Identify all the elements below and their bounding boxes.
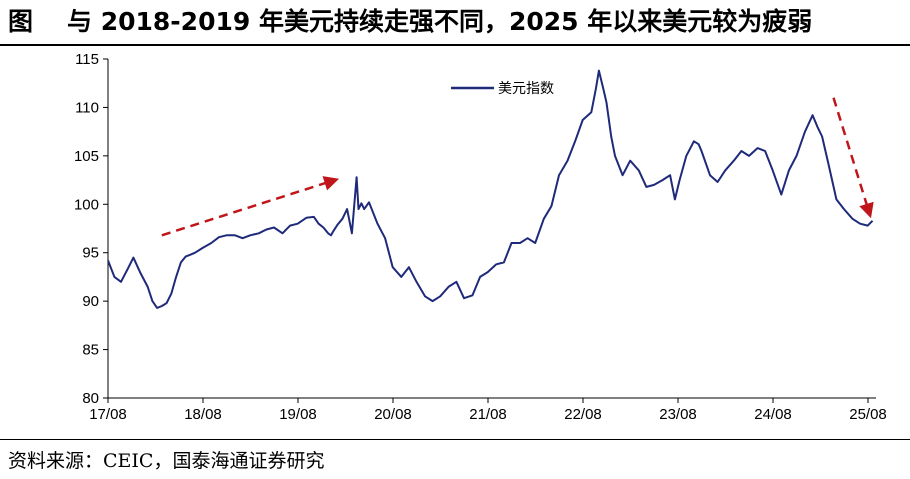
x-tick-label: 20/08 (374, 406, 412, 423)
title-divider (0, 44, 910, 46)
figure-title-block: 图 与 2018-2019 年美元持续走强不同，2025 年以来美元较为疲弱 (8, 2, 812, 42)
x-tick-label: 18/08 (184, 406, 222, 423)
x-tick-label: 24/08 (754, 406, 792, 423)
source-note: 资料来源：CEIC，国泰海通证券研究 (8, 450, 325, 472)
x-tick-label: 19/08 (279, 406, 317, 423)
trend-arrow-1 (832, 97, 874, 219)
x-tick-label: 23/08 (659, 406, 697, 423)
x-tick-label: 17/08 (89, 406, 127, 423)
y-tick-label: 105 (74, 148, 99, 165)
legend: 美元指数 (451, 80, 554, 96)
annotation-layer (161, 97, 874, 237)
y-tick-label: 90 (82, 293, 99, 310)
y-tick-label: 110 (75, 99, 99, 116)
series-layer (107, 69, 874, 309)
x-tick-label: 25/08 (849, 406, 887, 423)
y-tick-label: 95 (82, 245, 99, 262)
source-divider (0, 439, 910, 440)
x-axis-ticks: 17/08 18/08 19/08 20/08 21/08 22/08 23/08 24/08… (89, 398, 887, 423)
y-tick-label: 115 (75, 51, 99, 68)
x-tick-label: 21/08 (469, 406, 507, 423)
y-tick-label: 80 (82, 390, 99, 407)
series-line-0 (107, 69, 874, 309)
x-tick-label: 22/08 (564, 406, 602, 423)
y-tick-label: 100 (74, 196, 99, 213)
y-axis-ticks: 80 85 90 95 100 105 110 115 (74, 51, 108, 407)
figure-label: 图 (8, 7, 34, 36)
legend-label: 美元指数 (498, 80, 554, 96)
trend-arrow-0 (161, 176, 340, 237)
figure-title: 与 2018-2019 年美元持续走强不同，2025 年以来美元较为疲弱 (67, 7, 813, 36)
y-tick-label: 85 (82, 342, 99, 359)
